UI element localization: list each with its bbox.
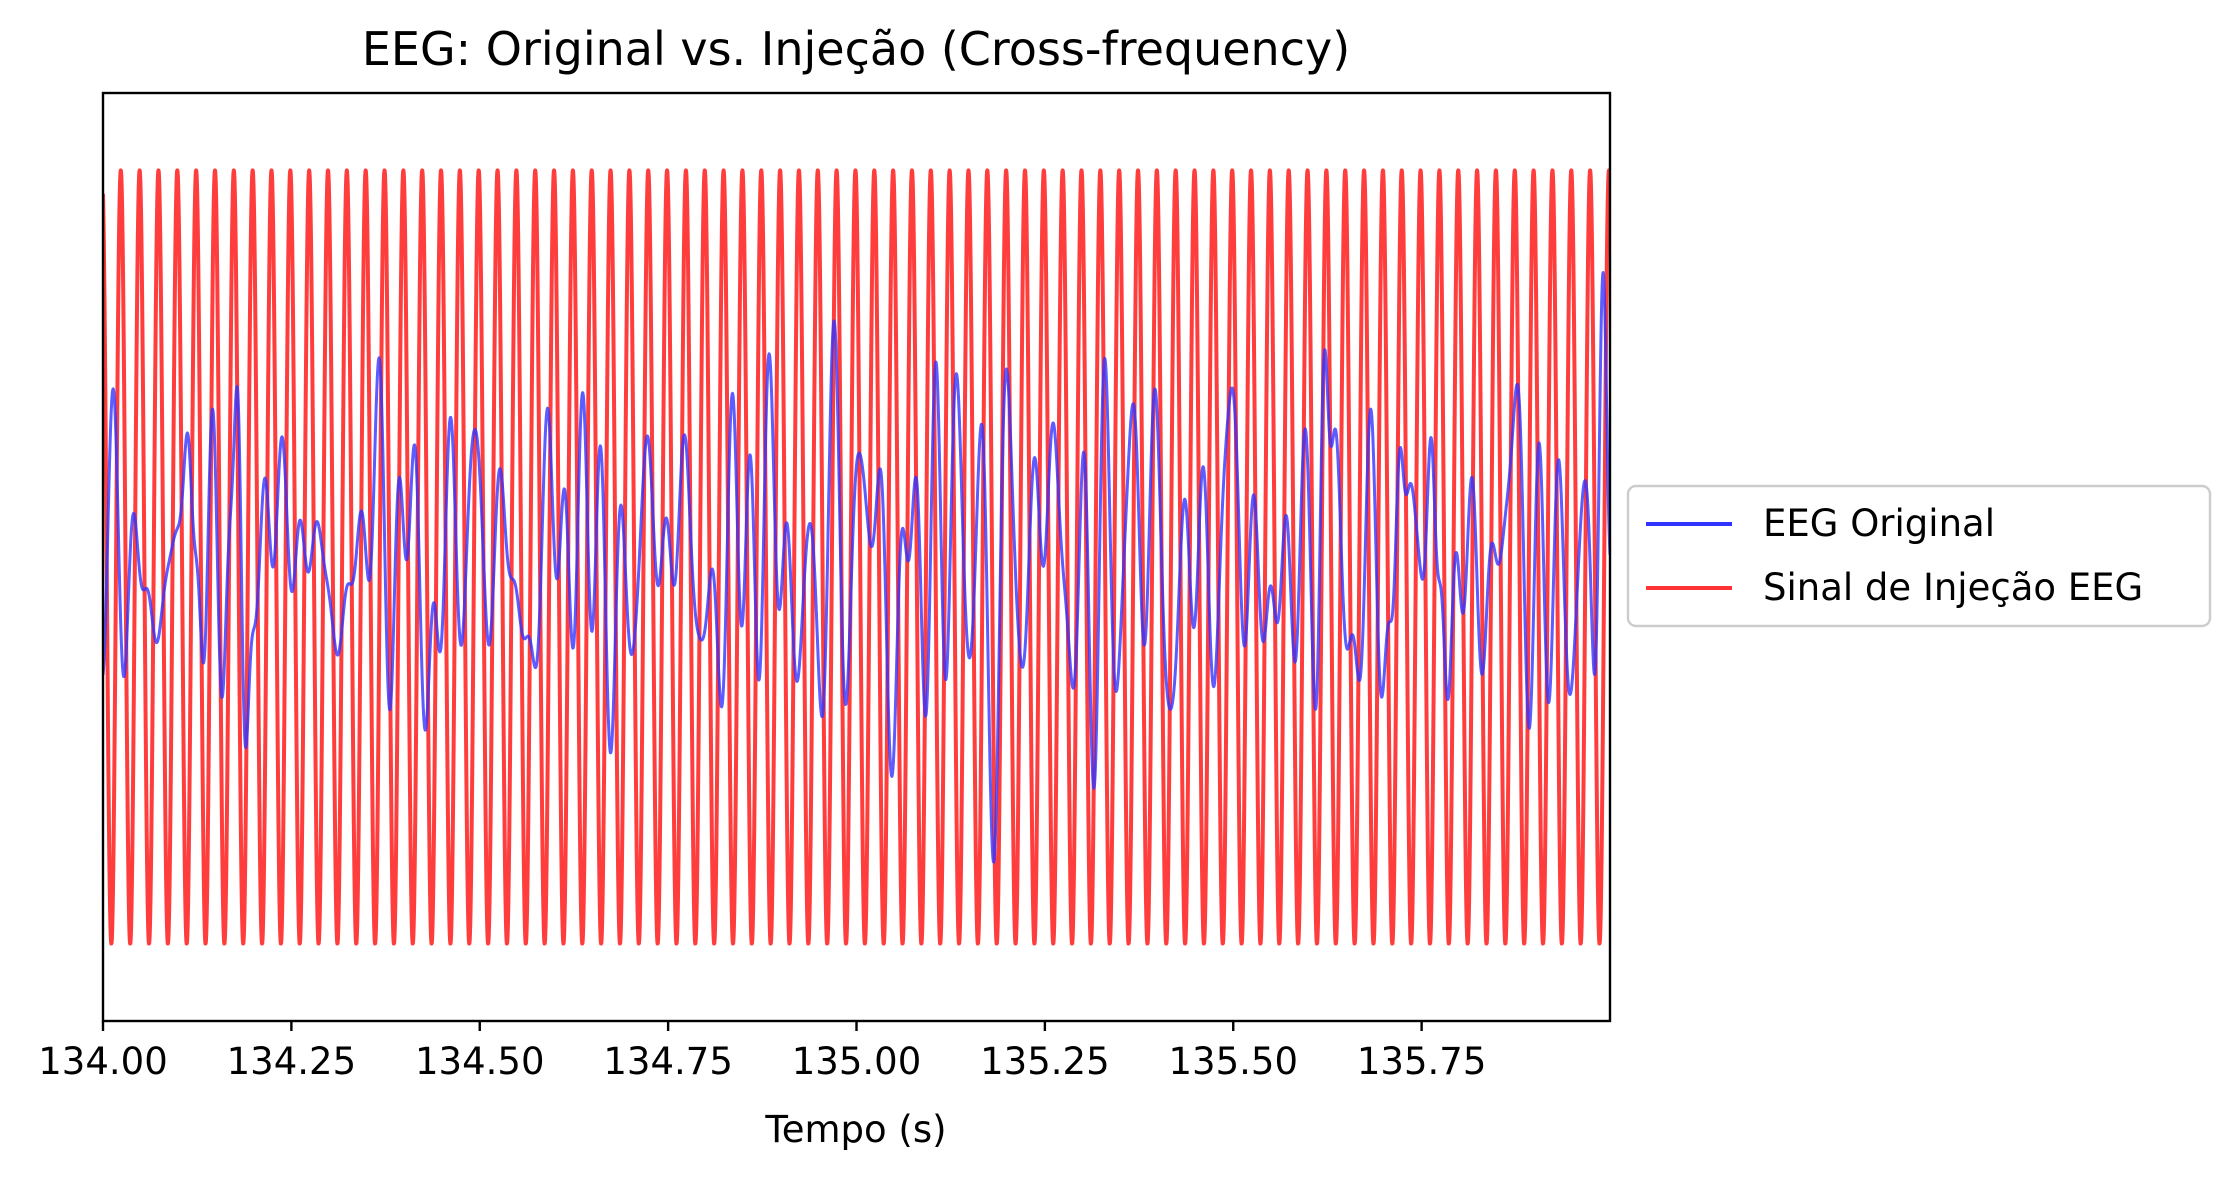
- x-tick-label: 134.00: [38, 1040, 167, 1083]
- x-tick-label: 135.25: [980, 1040, 1109, 1083]
- x-axis-label: Tempo (s): [764, 1108, 946, 1151]
- plot-area: [103, 168, 1610, 946]
- x-axis: 134.00 134.25 134.50 134.75 135.00 135.25 135.…: [38, 1021, 1486, 1083]
- legend: EEG Original Sinal de Injeção EEG: [1626, 484, 2212, 628]
- chart-title: EEG: Original vs. Injeção (Cross-frequen…: [362, 22, 1350, 76]
- legend-label-injection: Sinal de Injeção EEG: [1763, 566, 2143, 609]
- x-tick-label: 135.00: [792, 1040, 921, 1083]
- x-tick-label: 135.50: [1169, 1040, 1298, 1083]
- legend-box: [1626, 484, 2212, 628]
- x-tick-label: 135.75: [1357, 1040, 1486, 1083]
- legend-label-eeg-original: EEG Original: [1763, 502, 1995, 545]
- x-tick-label: 134.25: [227, 1040, 356, 1083]
- series-line-eeg-original: [103, 271, 1610, 864]
- x-tick-label: 134.75: [603, 1040, 732, 1083]
- series-line-injection: [103, 168, 1610, 946]
- x-tick-label: 134.50: [415, 1040, 544, 1083]
